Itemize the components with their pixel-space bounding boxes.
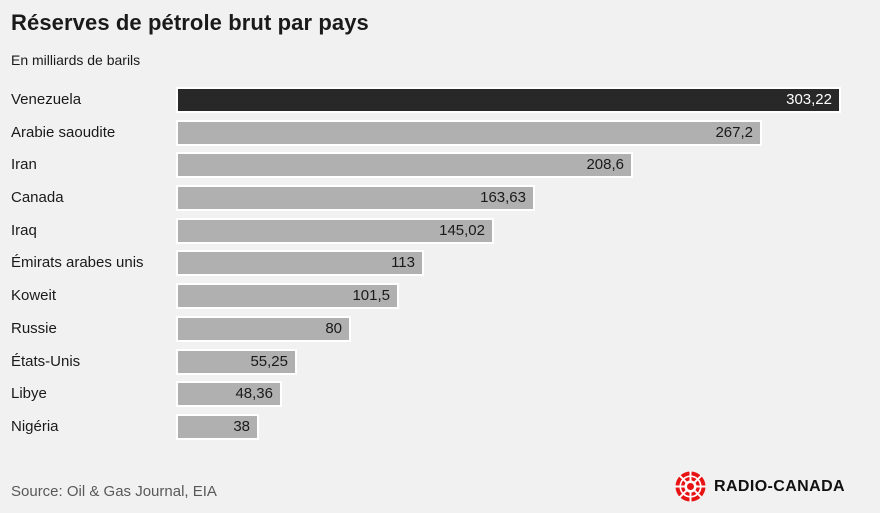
chart-row: Koweit 101,5 [0, 283, 880, 310]
value-label: 101,5 [352, 287, 390, 305]
source-caption: Source: Oil & Gas Journal, EIA [11, 483, 217, 500]
bar: 38 [176, 413, 259, 440]
bar: 303,22 [176, 87, 841, 113]
country-label: Iraq [11, 221, 37, 239]
chart-row: Arabie saoudite 267,2 [0, 119, 880, 146]
country-label: Russie [11, 319, 57, 337]
value-label: 163,63 [480, 189, 526, 207]
country-label: Libye [11, 385, 47, 403]
chart-row: Émirats arabes unis 113 [0, 250, 880, 277]
country-label: Venezuela [11, 91, 82, 108]
country-label: Émirats arabes unis [11, 254, 144, 272]
value-label: 303,22 [786, 91, 832, 108]
country-label: Arabie saoudite [11, 123, 116, 141]
country-label: Canada [11, 189, 64, 207]
value-label: 55,25 [250, 352, 288, 370]
chart-title: Réserves de pétrole brut par pays [11, 10, 369, 35]
country-label: États-Unis [11, 352, 81, 370]
chart-row: Iraq 145,02 [0, 217, 880, 244]
country-label: Nigéria [11, 417, 59, 435]
country-label: Koweit [11, 287, 57, 305]
chart-row: Venezuela 303,22 [0, 87, 880, 113]
bar: 55,25 [176, 348, 297, 375]
chart-subtitle: En milliards de barils [11, 52, 141, 68]
chart-row: Iran 208,6 [0, 152, 880, 179]
value-label: 38 [233, 417, 250, 435]
value-label: 267,2 [715, 123, 753, 141]
value-label: 208,6 [586, 156, 624, 174]
value-label: 145,02 [439, 221, 485, 239]
radio-canada-gem-icon [674, 471, 706, 502]
value-label: 113 [391, 254, 415, 272]
chart-row: États-Unis 55,25 [0, 348, 880, 375]
bar: 163,63 [176, 185, 535, 212]
chart-row: Libye 48,36 [0, 381, 880, 408]
chart-row: Canada 163,63 [0, 185, 880, 212]
value-label: 80 [325, 319, 342, 337]
chart-row: Nigéria 38 [0, 413, 880, 440]
country-label: Iran [11, 156, 37, 174]
bar: 80 [176, 315, 351, 342]
bar: 48,36 [176, 381, 282, 408]
radio-canada-wordmark: RADIO-CANADA [713, 478, 845, 495]
chart-row: Russie 80 [0, 315, 880, 342]
bar: 145,02 [176, 217, 494, 244]
bar: 208,6 [176, 152, 633, 179]
bar: 113 [176, 250, 424, 277]
bar: 267,2 [176, 119, 762, 146]
bar: 101,5 [176, 283, 399, 310]
radio-canada-logo: RADIO-CANADA [674, 471, 845, 502]
bar-chart: Venezuela 303,22 Arabie saoudite 267,2 I… [0, 87, 880, 447]
value-label: 48,36 [235, 385, 273, 403]
